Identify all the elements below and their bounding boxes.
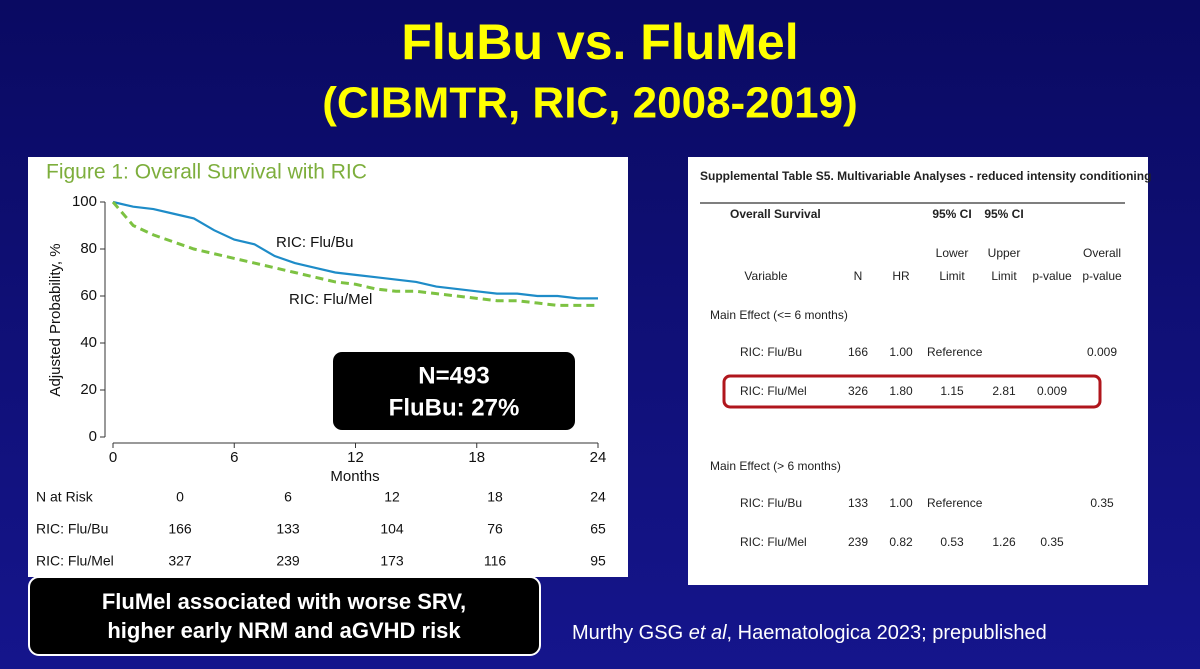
table-cell: 1.26 bbox=[992, 535, 1016, 549]
citation-part: Murthy GSG bbox=[572, 622, 689, 644]
risk-time: 24 bbox=[590, 489, 606, 505]
footer-line: higher early NRM and aGVHD risk bbox=[107, 618, 461, 643]
table-cell: 326 bbox=[848, 384, 868, 398]
footer-line: FluMel associated with worse SRV, bbox=[102, 589, 466, 614]
risk-count: 65 bbox=[590, 521, 606, 537]
callout-box bbox=[333, 352, 575, 430]
x-tick-label: 24 bbox=[590, 449, 607, 466]
risk-time: 18 bbox=[487, 489, 503, 505]
table-title: Supplemental Table S5. Multivariable Ana… bbox=[700, 169, 1151, 183]
table-cell: 0.009 bbox=[1087, 345, 1117, 359]
risk-row-label: RIC: Flu/Mel bbox=[36, 553, 114, 569]
risk-header: N at Risk bbox=[36, 489, 94, 505]
table-cell: 2.81 bbox=[992, 384, 1016, 398]
chart-title: Figure 1: Overall Survival with RIC bbox=[46, 161, 367, 184]
slide-subtitle: (CIBMTR, RIC, 2008-2019) bbox=[322, 79, 857, 128]
column-header: HR bbox=[892, 269, 910, 283]
table-cell: 0.82 bbox=[889, 535, 913, 549]
series-label: RIC: Flu/Mel bbox=[289, 291, 372, 308]
table-cell: 0.53 bbox=[940, 535, 964, 549]
table-panel bbox=[688, 157, 1148, 585]
citation-part: , Haematologica 2023; prepublished bbox=[727, 622, 1047, 644]
risk-count: 166 bbox=[168, 521, 192, 537]
column-header: Overall bbox=[1083, 246, 1121, 260]
y-axis-label: Adjusted Probability, % bbox=[47, 243, 64, 396]
risk-count: 133 bbox=[276, 521, 300, 537]
y-tick-label: 100 bbox=[72, 193, 97, 210]
table-body: Variable N HR Lower Limit Upper Limit p-value Ov… bbox=[710, 246, 1122, 549]
table-cell: 133 bbox=[848, 496, 868, 510]
y-tick-label: 20 bbox=[80, 381, 97, 398]
callout-line: N=493 bbox=[418, 362, 489, 389]
column-header: Limit bbox=[991, 269, 1017, 283]
risk-count: 95 bbox=[590, 553, 606, 569]
column-header: N bbox=[854, 269, 863, 283]
risk-time: 12 bbox=[384, 489, 400, 505]
series-label: RIC: Flu/Bu bbox=[276, 234, 354, 251]
table-cell: RIC: Flu/Bu bbox=[740, 345, 802, 359]
km-chart: 0 20 40 60 80 100 0 6 12 18 24 RIC: Flu/Bu RIC: Flu/… bbox=[72, 193, 606, 466]
table-cell: 1.80 bbox=[889, 384, 913, 398]
column-header: Variable bbox=[744, 269, 787, 283]
ci-header: 95% CI bbox=[984, 207, 1023, 221]
slide-title: FluBu vs. FluMel bbox=[401, 14, 798, 70]
table-cell: 0.35 bbox=[1090, 496, 1114, 510]
y-tick-label: 60 bbox=[80, 287, 97, 304]
table-cell: 1.00 bbox=[889, 345, 913, 359]
table-cell: 0.35 bbox=[1040, 535, 1064, 549]
table-cell: 0.009 bbox=[1037, 384, 1067, 398]
table-cell: RIC: Flu/Mel bbox=[740, 384, 807, 398]
table-cell: 1.15 bbox=[940, 384, 964, 398]
risk-count: 239 bbox=[276, 553, 300, 569]
citation-part: et al bbox=[689, 622, 727, 644]
x-tick-label: 18 bbox=[468, 449, 485, 466]
risk-count: 116 bbox=[484, 553, 507, 569]
table-cell: 1.00 bbox=[889, 496, 913, 510]
risk-count: 76 bbox=[487, 521, 503, 537]
table-cell: Reference bbox=[927, 496, 983, 510]
table-cell: RIC: Flu/Bu bbox=[740, 496, 802, 510]
risk-table: N at Risk 0 6 12 18 24 RIC: Flu/Bu 166 133 104 76 6… bbox=[36, 489, 606, 569]
group-label: Main Effect (<= 6 months) bbox=[710, 308, 848, 322]
table-cell: RIC: Flu/Mel bbox=[740, 535, 807, 549]
table-cell: Reference bbox=[927, 345, 983, 359]
x-tick-label: 12 bbox=[347, 449, 364, 466]
survival-curve bbox=[112, 200, 598, 300]
risk-count: 327 bbox=[168, 553, 192, 569]
x-tick-label: 0 bbox=[109, 449, 117, 466]
column-header: Lower bbox=[936, 246, 969, 260]
survival-curve bbox=[111, 201, 598, 307]
table-cell: 166 bbox=[848, 345, 868, 359]
y-tick-label: 80 bbox=[80, 240, 97, 257]
risk-row-label: RIC: Flu/Bu bbox=[36, 521, 108, 537]
footer-box bbox=[28, 576, 541, 656]
table-cell: 239 bbox=[848, 535, 868, 549]
group-label: Main Effect (> 6 months) bbox=[710, 459, 841, 473]
ci-header: 95% CI bbox=[932, 207, 971, 221]
callout-line: FluBu: 27% bbox=[389, 394, 520, 421]
risk-count: 104 bbox=[380, 521, 404, 537]
x-tick-label: 6 bbox=[230, 449, 238, 466]
section-header: Overall Survival bbox=[730, 207, 821, 221]
risk-count: 173 bbox=[380, 553, 404, 569]
column-header: p-value bbox=[1082, 269, 1122, 283]
y-tick-label: 40 bbox=[80, 334, 97, 351]
column-header: Limit bbox=[939, 269, 965, 283]
highlight-box bbox=[722, 374, 1102, 409]
column-header: Upper bbox=[988, 246, 1021, 260]
risk-time: 0 bbox=[176, 489, 184, 505]
x-axis-label: Months bbox=[330, 468, 379, 485]
column-header: p-value bbox=[1032, 269, 1072, 283]
citation: Murthy GSG et al, Haematologica 2023; pr… bbox=[572, 622, 1047, 644]
risk-time: 6 bbox=[284, 489, 292, 505]
y-tick-label: 0 bbox=[89, 428, 97, 445]
